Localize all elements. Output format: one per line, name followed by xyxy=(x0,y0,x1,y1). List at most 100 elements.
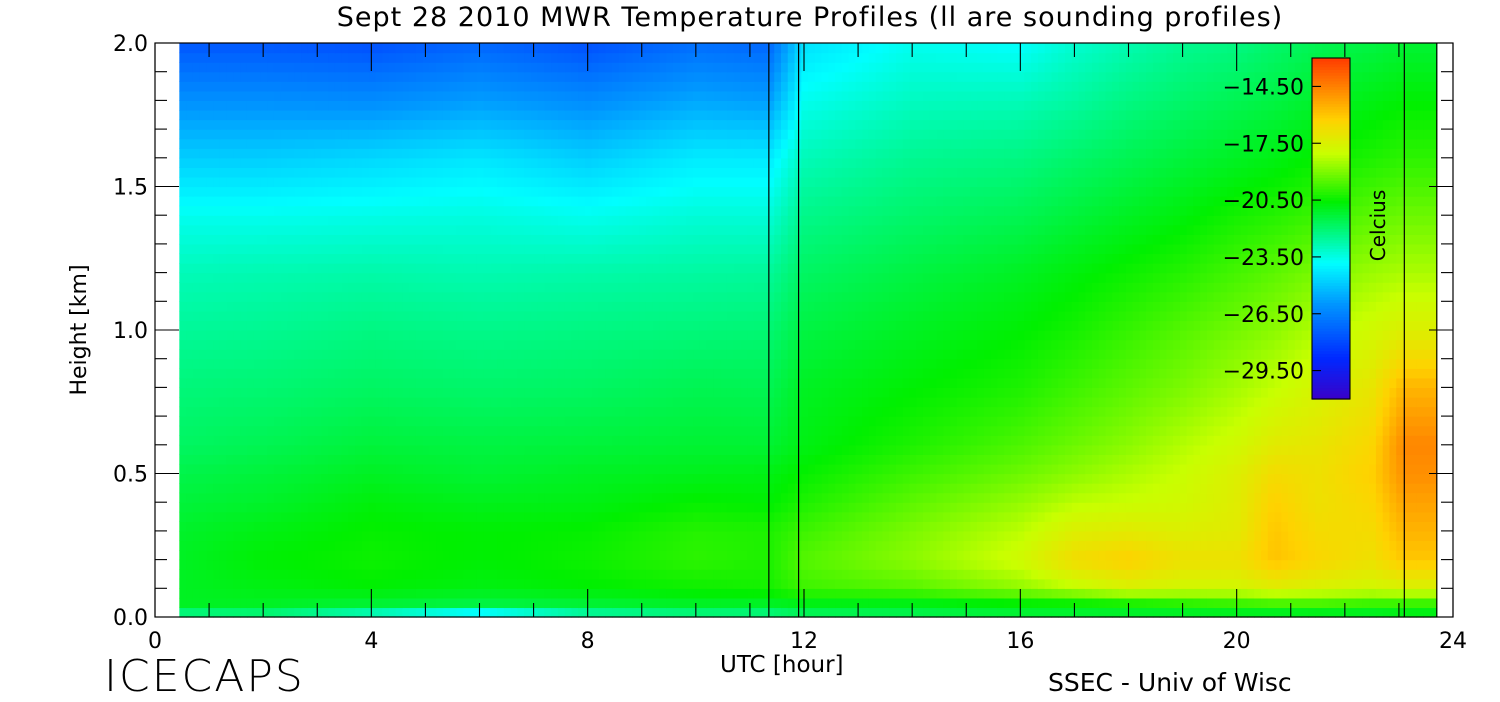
heatmap-cell xyxy=(875,444,884,455)
heatmap-cell xyxy=(943,569,951,580)
heatmap-cell xyxy=(895,502,904,513)
heatmap-cell xyxy=(307,483,316,494)
heatmap-cell xyxy=(659,396,667,408)
heatmap-cell xyxy=(902,416,911,427)
heatmap-cell xyxy=(267,358,275,369)
heatmap-cell xyxy=(1315,550,1323,561)
heatmap-cell xyxy=(767,502,775,513)
heatmap-cell xyxy=(835,396,843,408)
heatmap-cell xyxy=(321,396,329,408)
heatmap-cell xyxy=(1200,511,1208,522)
heatmap-cell xyxy=(476,492,485,503)
heatmap-cell xyxy=(186,473,194,484)
heatmap-cell xyxy=(693,473,701,484)
heatmap-cell xyxy=(781,521,789,532)
heatmap-cell xyxy=(936,377,944,388)
heatmap-cell xyxy=(1213,463,1222,475)
heatmap-cell xyxy=(1152,521,1161,532)
heatmap-cell xyxy=(841,521,850,532)
heatmap-cell xyxy=(273,607,282,618)
heatmap-cell xyxy=(1423,406,1431,417)
heatmap-cell xyxy=(720,387,728,398)
heatmap-cell xyxy=(192,502,201,513)
heatmap-cell xyxy=(963,530,971,542)
heatmap-cell xyxy=(618,406,627,417)
heatmap-cell xyxy=(219,550,228,561)
heatmap-cell xyxy=(774,540,782,551)
heatmap-cell xyxy=(1139,435,1147,446)
heatmap-cell xyxy=(348,406,356,417)
heatmap-cell xyxy=(1348,550,1357,561)
heatmap-cell xyxy=(726,492,735,503)
heatmap-cell xyxy=(1112,530,1120,542)
heatmap-cell xyxy=(787,550,796,561)
heatmap-cell xyxy=(226,358,235,369)
heatmap-cell xyxy=(1125,416,1134,427)
heatmap-cell xyxy=(341,597,349,609)
heatmap-cell xyxy=(456,530,464,542)
heatmap-cell xyxy=(875,569,884,580)
heatmap-cell xyxy=(1321,463,1330,475)
heatmap-cell xyxy=(1159,387,1167,398)
heatmap-cell xyxy=(226,502,235,513)
heatmap-cell xyxy=(1294,406,1303,417)
heatmap-cell xyxy=(348,588,356,599)
heatmap-cell xyxy=(1409,550,1418,561)
heatmap-cell xyxy=(916,406,924,417)
heatmap-cell xyxy=(733,406,742,417)
heatmap-cell xyxy=(253,492,262,503)
heatmap-cell xyxy=(179,550,187,561)
heatmap-cell xyxy=(442,435,451,446)
heatmap-cell xyxy=(260,435,268,446)
heatmap-cell xyxy=(375,406,383,417)
heatmap-cell xyxy=(267,435,275,446)
heatmap-cell xyxy=(740,444,748,455)
heatmap-cell xyxy=(997,540,1005,551)
heatmap-cell xyxy=(551,425,559,436)
heatmap-cell xyxy=(1010,358,1019,369)
heatmap-cell xyxy=(449,368,458,379)
heatmap-cell xyxy=(402,435,410,446)
heatmap-cell xyxy=(639,483,647,494)
heatmap-cell xyxy=(659,550,667,561)
heatmap-cell xyxy=(1430,454,1438,465)
heatmap-cell xyxy=(206,435,214,446)
heatmap-cell xyxy=(497,463,505,475)
heatmap-cell xyxy=(1058,473,1066,484)
heatmap-cell xyxy=(530,569,539,580)
heatmap-cell xyxy=(1430,387,1438,398)
heatmap-cell xyxy=(1200,416,1208,427)
heatmap-cell xyxy=(280,502,289,513)
heatmap-cell xyxy=(301,444,309,455)
heatmap-cell xyxy=(1159,569,1167,580)
heatmap-cell xyxy=(639,387,647,398)
heatmap-cell xyxy=(192,377,201,388)
heatmap-cell xyxy=(787,416,796,427)
heatmap-cell xyxy=(307,511,316,522)
heatmap-cell xyxy=(1159,607,1167,618)
heatmap-cell xyxy=(415,492,424,503)
heatmap-cell xyxy=(1058,502,1066,513)
heatmap-cell xyxy=(436,387,444,398)
heatmap-cell xyxy=(706,578,715,589)
heatmap-cell xyxy=(747,435,755,446)
heatmap-cell xyxy=(1281,502,1289,513)
heatmap-cell xyxy=(1233,425,1242,436)
heatmap-cell xyxy=(314,502,322,513)
heatmap-cell xyxy=(1159,473,1167,484)
heatmap-cell xyxy=(497,396,505,408)
heatmap-cell xyxy=(1193,607,1201,618)
heatmap-cell xyxy=(855,569,863,580)
heatmap-cell xyxy=(1288,511,1296,522)
heatmap-cell xyxy=(909,483,917,494)
heatmap-cell xyxy=(666,435,674,446)
heatmap-cell xyxy=(564,387,573,398)
heatmap-cell xyxy=(814,521,823,532)
heatmap-cell xyxy=(1328,435,1336,446)
heatmap-cell xyxy=(355,511,363,522)
heatmap-cell xyxy=(693,368,701,379)
heatmap-cell xyxy=(902,607,911,618)
heatmap-cell xyxy=(1396,530,1404,542)
heatmap-cell xyxy=(348,559,356,570)
heatmap-cell xyxy=(1031,511,1039,522)
